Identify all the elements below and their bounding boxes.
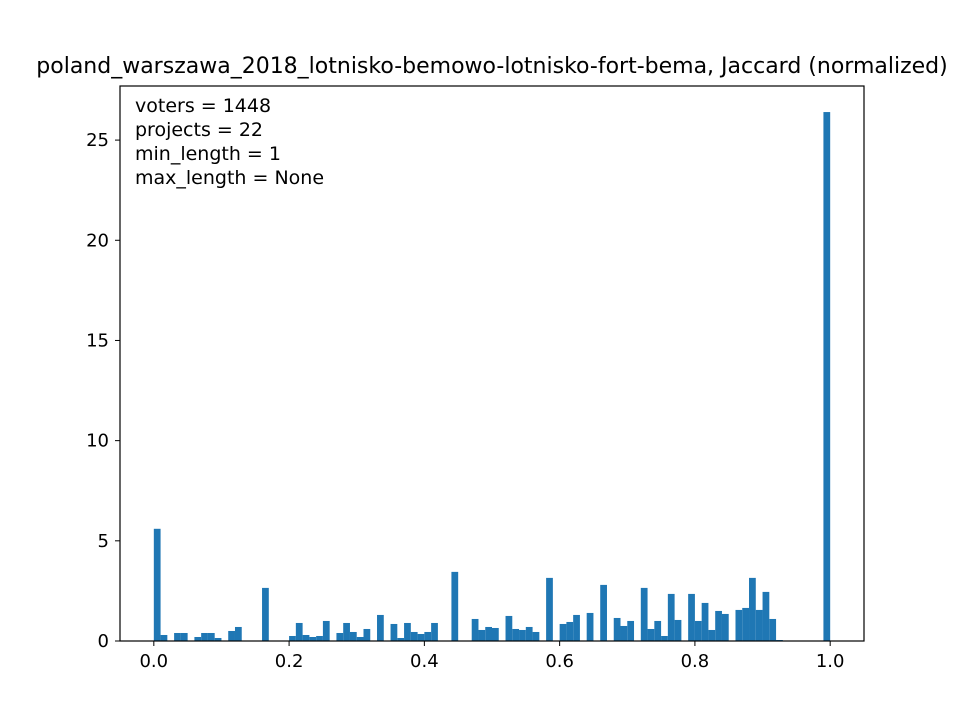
histogram-bar	[377, 614, 384, 641]
histogram-bar	[492, 627, 499, 641]
histogram-bar	[160, 634, 168, 641]
x-tick-label: 0.6	[545, 651, 574, 672]
x-tick-label: 0.4	[410, 651, 439, 672]
histogram-bar	[174, 632, 181, 641]
histogram-bar	[505, 615, 513, 641]
histogram-bar	[519, 629, 526, 641]
histogram-bar	[701, 602, 709, 641]
histogram-bar	[234, 626, 242, 641]
histogram-bar	[349, 631, 357, 641]
histogram-bar	[356, 636, 364, 641]
stats-annotation-line: min_length = 1	[135, 143, 281, 165]
histogram-bar	[194, 636, 202, 641]
histogram-bar	[640, 587, 648, 641]
y-tick-label: 10	[86, 431, 109, 452]
histogram-bar	[471, 618, 479, 641]
histogram-bar	[180, 632, 188, 641]
histogram-bar	[749, 577, 756, 641]
histogram-bar	[397, 637, 405, 641]
histogram-bar	[262, 587, 269, 641]
histogram-bar	[336, 632, 344, 641]
y-tick-label: 5	[98, 531, 109, 552]
y-tick-label: 15	[86, 330, 109, 351]
histogram-bar	[153, 528, 161, 641]
x-tick-label: 1.0	[816, 651, 845, 672]
histogram-bar	[485, 626, 492, 641]
histogram-bar	[214, 637, 222, 641]
histogram-bar	[647, 628, 655, 641]
histogram-bar	[404, 622, 411, 641]
histogram-bar	[674, 619, 682, 641]
histogram-bar	[600, 584, 607, 641]
histogram-bar	[343, 622, 350, 641]
histogram-bar	[661, 635, 668, 641]
x-axis: 0.0 0.2 0.4 0.6 0.8 1.0	[139, 641, 845, 672]
histogram-bar	[573, 614, 580, 641]
histogram-bar	[532, 631, 540, 641]
stats-annotation-line: max_length = None	[135, 167, 324, 189]
histogram-bar	[742, 607, 750, 641]
histogram-bar	[295, 622, 303, 641]
histogram-bar	[207, 632, 215, 641]
histogram-bar	[715, 610, 722, 641]
chart-title: poland_warszawa_2018_lotnisko-bemowo-lot…	[36, 54, 947, 79]
histogram-bar	[424, 631, 432, 641]
stats-annotation-line: projects = 22	[135, 119, 263, 141]
histogram-bar	[566, 621, 574, 641]
stats-annotation-line: voters = 1448	[135, 95, 271, 117]
histogram-bar	[309, 636, 317, 641]
histogram-bar	[627, 620, 635, 641]
histogram-bar	[586, 612, 594, 641]
histogram-bar	[769, 618, 777, 641]
histogram-bar	[525, 626, 533, 641]
histogram-bar	[302, 634, 310, 641]
histogram-bar	[201, 632, 208, 641]
histogram-bar	[620, 625, 628, 641]
histogram-bar	[363, 628, 371, 641]
histogram-bar	[322, 620, 330, 641]
plot-frame	[119, 85, 865, 642]
histogram-bar	[431, 622, 438, 641]
histogram-bar	[755, 609, 763, 641]
histogram-bar	[228, 630, 235, 641]
histogram-bar	[410, 631, 418, 641]
x-tick-label: 0.2	[275, 651, 304, 672]
histogram-bar	[823, 112, 831, 642]
histogram-bar	[735, 609, 743, 641]
histogram-bar	[451, 571, 459, 641]
y-tick-label: 0	[98, 631, 109, 652]
histogram-bar	[512, 628, 520, 641]
histogram-bar	[667, 593, 675, 641]
histogram-bar	[478, 629, 486, 641]
y-tick-label: 25	[86, 130, 109, 151]
histogram-bar	[762, 591, 770, 641]
y-axis: 0 5 10 15 20 25	[86, 130, 120, 652]
histogram-bar	[546, 577, 553, 641]
histogram-bar	[654, 620, 662, 641]
histogram-bar	[688, 593, 695, 641]
histogram-bar	[613, 617, 621, 641]
histogram-bar	[721, 613, 729, 641]
histogram-bar	[708, 629, 716, 641]
histogram-bar	[316, 635, 323, 641]
histogram-bars	[153, 112, 831, 642]
x-tick-label: 0.8	[681, 651, 710, 672]
y-tick-label: 20	[86, 230, 109, 251]
histogram-bar	[417, 633, 425, 641]
x-tick-label: 0.0	[139, 651, 168, 672]
histogram-bar	[559, 623, 567, 641]
histogram-bar	[390, 623, 398, 641]
histogram-bar	[289, 635, 296, 641]
histogram-bar	[694, 620, 702, 641]
